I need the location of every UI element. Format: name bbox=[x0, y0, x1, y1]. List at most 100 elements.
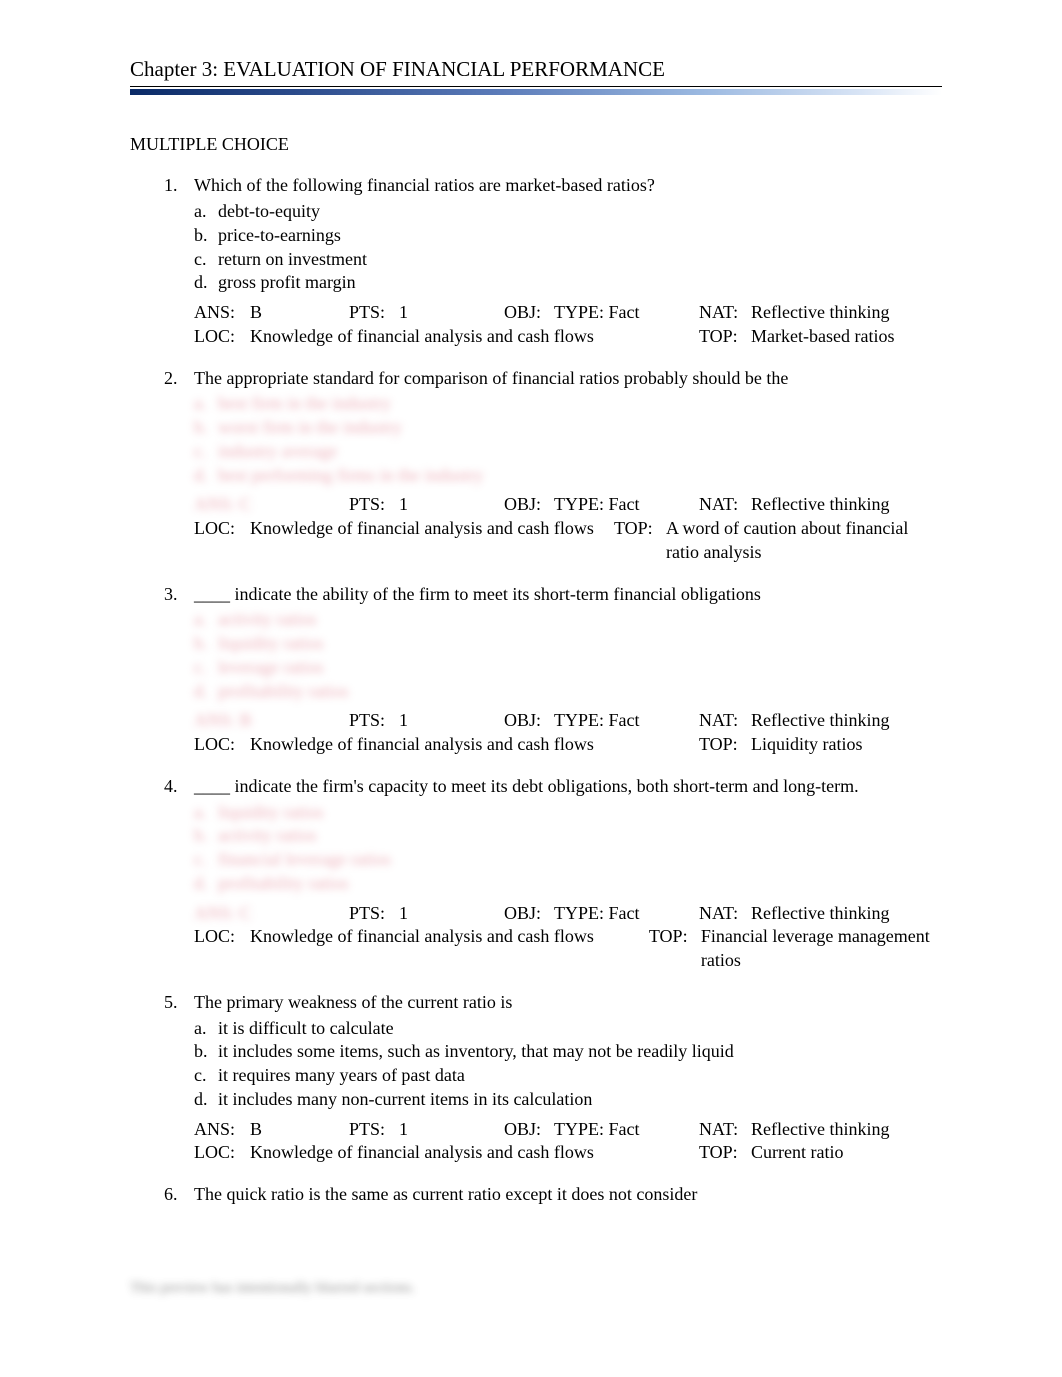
obj-label: OBJ: bbox=[504, 1118, 554, 1142]
option-letter: b. bbox=[194, 824, 218, 848]
question-number: 1. bbox=[164, 174, 194, 348]
option-text: price-to-earnings bbox=[218, 224, 341, 248]
question: 3.____ indicate the ability of the firm … bbox=[164, 583, 942, 757]
loc-value: Knowledge of financial analysis and cash… bbox=[250, 1141, 594, 1165]
meta-row: LOC:Knowledge of financial analysis and … bbox=[194, 1141, 942, 1165]
meta-obj: OBJ:TYPE: Fact bbox=[504, 902, 699, 926]
meta-top: TOP:Liquidity ratios bbox=[699, 733, 863, 757]
top-label: TOP: bbox=[649, 925, 701, 973]
obj-label: OBJ: bbox=[504, 709, 554, 733]
meta-pts: PTS:1 bbox=[349, 902, 504, 926]
option-letter: a. bbox=[194, 200, 218, 224]
nat-value: Reflective thinking bbox=[751, 1118, 889, 1142]
meta-obj: OBJ:TYPE: Fact bbox=[504, 301, 699, 325]
option-row: b.it includes some items, such as invent… bbox=[194, 1040, 942, 1064]
obj-label: OBJ: bbox=[504, 301, 554, 325]
meta-top: TOP:Financial leverage management ratios bbox=[649, 925, 942, 973]
meta-top: TOP:A word of caution about financial ra… bbox=[614, 517, 942, 565]
meta-nat: NAT:Reflective thinking bbox=[699, 493, 889, 517]
question: 4.____ indicate the firm's capacity to m… bbox=[164, 775, 942, 973]
meta-ans: ANS: C bbox=[194, 902, 349, 926]
obj-value: TYPE: Fact bbox=[554, 1118, 640, 1142]
option-row: a.debt-to-equity bbox=[194, 200, 942, 224]
loc-label: LOC: bbox=[194, 325, 250, 349]
nat-label: NAT: bbox=[699, 1118, 751, 1142]
question-options: a.debt-to-equityb.price-to-earningsc.ret… bbox=[194, 200, 942, 295]
option-letter: d. bbox=[194, 1088, 218, 1112]
meta-nat: NAT:Reflective thinking bbox=[699, 709, 889, 733]
option-text: it includes some items, such as inventor… bbox=[218, 1040, 734, 1064]
meta-nat: NAT:Reflective thinking bbox=[699, 902, 889, 926]
question-stem: Which of the following financial ratios … bbox=[194, 174, 942, 198]
option-text: liquidity ratios bbox=[218, 801, 324, 825]
option-letter: c. bbox=[194, 248, 218, 272]
question-options: a.activity ratiosb.liquidity ratiosc.lev… bbox=[194, 608, 942, 703]
pts-label: PTS: bbox=[349, 301, 399, 325]
option-letter: c. bbox=[194, 848, 218, 872]
top-label: TOP: bbox=[699, 1141, 751, 1165]
loc-value: Knowledge of financial analysis and cash… bbox=[250, 733, 594, 757]
option-text: best performing firms in the industry bbox=[218, 464, 483, 488]
pts-value: 1 bbox=[399, 493, 408, 517]
meta-pts: PTS:1 bbox=[349, 301, 504, 325]
option-text: it is difficult to calculate bbox=[218, 1017, 394, 1041]
meta-row: ANS:BPTS:1OBJ:TYPE: FactNAT:Reflective t… bbox=[194, 1118, 942, 1142]
question-options: a.best firm in the industryb.worst firm … bbox=[194, 392, 942, 487]
meta-row: LOC:Knowledge of financial analysis and … bbox=[194, 733, 942, 757]
meta-loc: LOC:Knowledge of financial analysis and … bbox=[194, 925, 649, 973]
option-letter: d. bbox=[194, 464, 218, 488]
option-text: financial leverage ratios bbox=[218, 848, 391, 872]
nat-value: Reflective thinking bbox=[751, 301, 889, 325]
option-letter: d. bbox=[194, 271, 218, 295]
meta-loc: LOC:Knowledge of financial analysis and … bbox=[194, 325, 699, 349]
ans-value: B bbox=[250, 1118, 262, 1142]
pts-value: 1 bbox=[399, 902, 408, 926]
option-text: leverage ratios bbox=[218, 656, 323, 680]
obj-label: OBJ: bbox=[504, 902, 554, 926]
option-letter: c. bbox=[194, 656, 218, 680]
option-text: profitability ratios bbox=[218, 872, 348, 896]
nat-label: NAT: bbox=[699, 709, 751, 733]
meta-row: ANS: CPTS:1OBJ:TYPE: FactNAT:Reflective … bbox=[194, 493, 942, 517]
option-letter: a. bbox=[194, 392, 218, 416]
loc-value: Knowledge of financial analysis and cash… bbox=[250, 925, 594, 973]
loc-label: LOC: bbox=[194, 517, 250, 565]
question-body: ____ indicate the firm's capacity to mee… bbox=[194, 775, 942, 973]
question-options: a.liquidity ratiosb.activity ratiosc.fin… bbox=[194, 801, 942, 896]
meta-loc: LOC:Knowledge of financial analysis and … bbox=[194, 733, 699, 757]
option-row: d.it includes many non-current items in … bbox=[194, 1088, 942, 1112]
pts-label: PTS: bbox=[349, 902, 399, 926]
top-value: A word of caution about financial ratio … bbox=[666, 517, 942, 565]
option-letter: b. bbox=[194, 1040, 218, 1064]
option-text: best firm in the industry bbox=[218, 392, 391, 416]
question-body: The appropriate standard for comparison … bbox=[194, 367, 942, 565]
top-label: TOP: bbox=[699, 325, 751, 349]
obj-value: TYPE: Fact bbox=[554, 709, 640, 733]
top-label: TOP: bbox=[699, 733, 751, 757]
top-value: Current ratio bbox=[751, 1141, 843, 1165]
footer-blur: This preview has intentionally blurred s… bbox=[130, 1279, 942, 1299]
option-row: d.profitability ratios bbox=[194, 872, 942, 896]
option-letter: b. bbox=[194, 224, 218, 248]
obj-value: TYPE: Fact bbox=[554, 301, 640, 325]
meta-loc: LOC:Knowledge of financial analysis and … bbox=[194, 517, 614, 565]
meta-nat: NAT:Reflective thinking bbox=[699, 301, 889, 325]
question-body: Which of the following financial ratios … bbox=[194, 174, 942, 348]
option-row: c.return on investment bbox=[194, 248, 942, 272]
option-text: it includes many non-current items in it… bbox=[218, 1088, 592, 1112]
questions-container: 1.Which of the following financial ratio… bbox=[130, 174, 942, 1209]
question-options: a.it is difficult to calculateb.it inclu… bbox=[194, 1017, 942, 1112]
meta-loc: LOC:Knowledge of financial analysis and … bbox=[194, 1141, 699, 1165]
pts-label: PTS: bbox=[349, 493, 399, 517]
meta-obj: OBJ:TYPE: Fact bbox=[504, 493, 699, 517]
option-row: b.activity ratios bbox=[194, 824, 942, 848]
question-stem: ____ indicate the firm's capacity to mee… bbox=[194, 775, 942, 799]
question-body: The primary weakness of the current rati… bbox=[194, 991, 942, 1165]
meta-ans: ANS: B bbox=[194, 709, 349, 733]
option-text: industry average bbox=[218, 440, 337, 464]
option-row: d.profitability ratios bbox=[194, 680, 942, 704]
top-value: Financial leverage management ratios bbox=[701, 925, 942, 973]
meta-top: TOP:Market-based ratios bbox=[699, 325, 894, 349]
option-letter: a. bbox=[194, 801, 218, 825]
pts-value: 1 bbox=[399, 709, 408, 733]
